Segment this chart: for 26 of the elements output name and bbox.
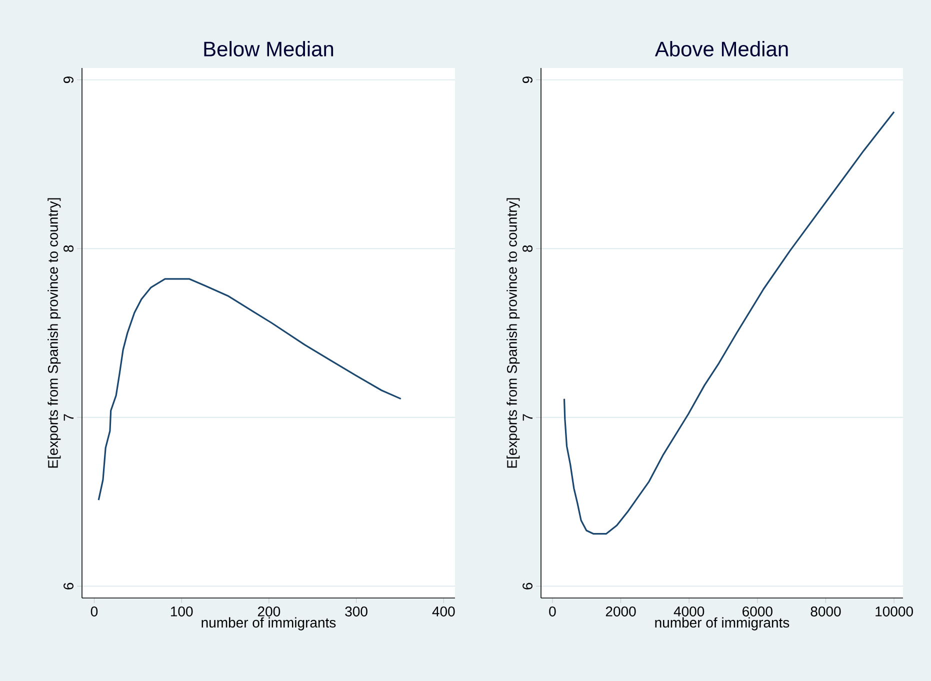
x-axis-title: number of immigrants	[655, 617, 790, 630]
x-tick-label: 10000	[876, 606, 913, 616]
x-tick-label: 8000	[810, 606, 841, 616]
y-tick-label: 6	[64, 582, 74, 590]
line-series	[563, 111, 895, 535]
y-tick-label: 9	[64, 76, 74, 84]
x-tick-label: 2000	[606, 606, 636, 616]
y-axis-title: E[exports from Spanish province to country]	[506, 198, 520, 468]
x-tick-label: 0	[549, 606, 556, 616]
chart-title: Above Median	[654, 41, 788, 56]
x-tick-label: 400	[432, 606, 455, 616]
y-tick-label: 8	[522, 245, 532, 252]
x-tick-label: 0	[90, 606, 98, 616]
y-tick-label: 7	[64, 414, 74, 421]
y-tick-label: 6	[522, 582, 532, 590]
x-tick-label: 300	[345, 606, 368, 616]
x-tick-label: 4000	[674, 606, 704, 616]
x-tick-label: 200	[258, 606, 280, 616]
chart-title: Below Median	[204, 41, 334, 56]
y-tick-label: 7	[522, 414, 532, 421]
y-axis-title: E[exports from Spanish province to country]	[48, 198, 61, 468]
x-axis-title: number of immigrants	[202, 617, 336, 630]
x-tick-label: 100	[170, 606, 193, 616]
x-tick-label: 6000	[742, 606, 772, 616]
y-tick-label: 9	[522, 76, 532, 84]
y-tick-label: 8	[64, 245, 74, 252]
